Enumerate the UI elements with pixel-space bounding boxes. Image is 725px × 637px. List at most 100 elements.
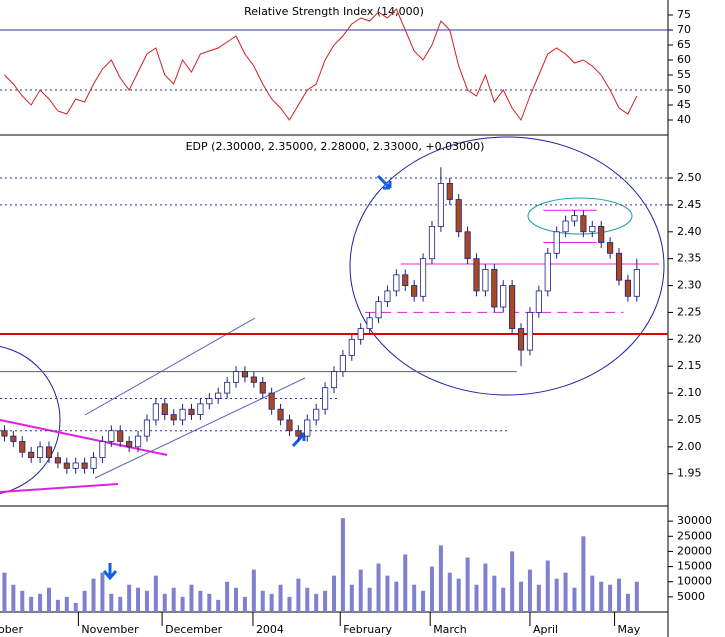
candle-body	[197, 403, 204, 415]
y-tick-label: 2.15	[677, 359, 702, 372]
candle-body	[277, 408, 284, 421]
y-tick-label: 2.20	[677, 332, 702, 345]
candle-body	[250, 376, 257, 383]
rsi-title: Relative Strength Index (14,000)	[244, 5, 424, 18]
candle-body	[589, 226, 596, 233]
volume-bar	[2, 572, 7, 612]
volume-bar	[180, 596, 185, 612]
volume-bar	[225, 581, 230, 612]
candle-body	[63, 462, 70, 469]
candle-body	[90, 457, 97, 469]
volume-bar	[55, 599, 60, 612]
x-tick-label: November	[81, 623, 139, 636]
candle-body	[37, 446, 44, 459]
volume-bar	[305, 587, 310, 612]
circle	[349, 136, 665, 396]
volume-bar	[492, 575, 497, 612]
volume-bar	[519, 581, 524, 612]
y-tick-label: 2.10	[677, 386, 702, 399]
volume-bar	[91, 578, 96, 612]
candle-body	[179, 408, 186, 421]
candle-body	[188, 408, 195, 415]
volume-bar	[73, 602, 78, 612]
volume-bar	[545, 560, 550, 612]
volume-bar	[421, 590, 426, 612]
volume-bar	[563, 572, 568, 612]
volume-bar	[287, 596, 292, 612]
candle-body	[482, 269, 489, 292]
x-tick-label: February	[343, 623, 392, 636]
candle-body	[170, 414, 177, 421]
volume-bar	[207, 593, 212, 612]
volume-bar	[447, 572, 452, 612]
volume-bar	[296, 578, 301, 612]
volume-bar	[189, 584, 194, 612]
volume-bar	[153, 575, 158, 612]
volume-bar	[394, 581, 399, 612]
candle-body	[81, 462, 88, 469]
volume-bar	[617, 578, 622, 612]
candle-body	[215, 392, 222, 399]
candle-body	[143, 419, 151, 437]
candle-body	[286, 419, 293, 432]
volume-bar	[599, 581, 604, 612]
volume-bar	[11, 584, 16, 612]
candle-body	[428, 226, 436, 260]
volume-bar	[323, 590, 328, 612]
volume-bar	[554, 578, 559, 612]
volume-bar	[216, 599, 221, 612]
volume-bar	[536, 584, 541, 612]
volume-bar	[634, 581, 639, 612]
y-tick-label: 70	[677, 23, 691, 36]
candle-body	[446, 182, 453, 200]
candle-body	[259, 381, 266, 394]
candle-body	[232, 371, 240, 383]
candle-body	[206, 398, 213, 405]
volume-bar	[438, 545, 443, 612]
y-tick-label: 5000	[677, 590, 705, 603]
volume-bar	[171, 587, 176, 612]
volume-bar	[483, 563, 488, 612]
candle-body	[500, 285, 507, 308]
trend-line	[0, 419, 168, 456]
volume-bar	[412, 584, 417, 612]
candle-body	[108, 430, 115, 442]
volume-bar	[501, 587, 506, 612]
candle-body	[624, 279, 631, 297]
circle	[527, 197, 633, 235]
y-tick-label: 30000	[677, 514, 712, 527]
candle-body	[28, 451, 35, 459]
candle-body	[268, 392, 275, 410]
candle-body	[455, 199, 462, 233]
y-tick-label: 10000	[677, 575, 712, 588]
y-tick-label: 2.00	[677, 440, 702, 453]
candle-body	[126, 441, 133, 448]
volume-bar	[251, 569, 256, 612]
candle-body	[473, 258, 480, 292]
candle-body	[45, 446, 53, 459]
volume-bar	[581, 536, 586, 612]
volume-bar	[109, 593, 114, 612]
y-tick-label: 2.50	[677, 171, 702, 184]
y-tick-label: 40	[677, 113, 691, 126]
candle-body	[330, 371, 338, 389]
volume-bar	[349, 584, 354, 612]
y-tick-label: 2.40	[677, 225, 702, 238]
candle-body	[304, 419, 311, 437]
candle-body	[419, 258, 427, 297]
y-tick-label: 65	[677, 38, 691, 51]
volume-bar	[331, 575, 337, 612]
volume-bar	[429, 566, 434, 612]
candle-body	[633, 269, 640, 297]
volume-bar	[358, 569, 363, 612]
candle-body	[580, 215, 587, 233]
candle-body	[562, 220, 569, 233]
volume-bar	[100, 572, 105, 612]
candle-body	[224, 381, 231, 394]
volume-bar	[340, 518, 345, 612]
volume-bar	[162, 593, 167, 612]
volume-bar	[376, 563, 381, 612]
volume-bar	[608, 584, 613, 612]
annotations	[0, 136, 665, 581]
